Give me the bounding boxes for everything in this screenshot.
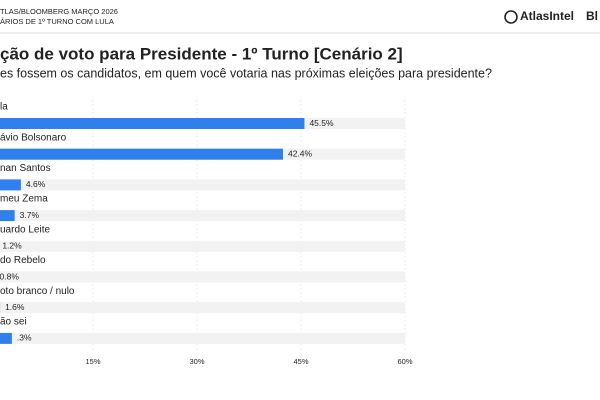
value-label: 1.6% xyxy=(5,302,25,312)
brand: AtlasIntel xyxy=(520,9,574,23)
source: TLAS/BLOOMBERG MARÇO 2026 xyxy=(0,7,118,16)
bar xyxy=(0,118,305,129)
x-tick-label: 30% xyxy=(189,357,204,366)
bar-track xyxy=(0,332,405,344)
bar-track xyxy=(0,271,405,283)
value-label: 3.7% xyxy=(20,210,40,220)
value-label: 1.2% xyxy=(2,241,22,251)
value-label: 45.5% xyxy=(309,118,334,128)
value-label: .3% xyxy=(17,333,32,343)
category-label: ávio Bolsonaro xyxy=(0,132,67,143)
bar xyxy=(0,332,12,344)
brand2: Bl xyxy=(586,9,598,23)
category-label: nan Santos xyxy=(0,163,51,174)
x-tick-label: 60% xyxy=(397,357,412,366)
value-label: 42.4% xyxy=(288,148,313,158)
logo-icon xyxy=(504,10,518,24)
category-label: meu Zema xyxy=(0,194,48,205)
chart-subtitle: es fossem os candidatos, em quem você vo… xyxy=(0,66,492,80)
category-label: do Rebelo xyxy=(0,255,46,266)
category-label: la xyxy=(0,102,8,113)
scenario: ÁRIOS DE 1º TURNO COM LULA xyxy=(0,17,114,26)
bar xyxy=(0,179,21,191)
x-tick-label: 45% xyxy=(293,357,308,366)
category-label: oto branco / nulo xyxy=(0,286,75,297)
x-tick-label: 15% xyxy=(85,357,100,366)
bar-track xyxy=(0,240,405,252)
bar-track xyxy=(0,302,405,314)
bar xyxy=(0,148,283,160)
bar-track xyxy=(0,210,405,222)
category-label: ão sei xyxy=(0,317,27,328)
category-label: uardo Leite xyxy=(0,224,50,235)
bar-track xyxy=(0,179,405,191)
bar xyxy=(0,210,15,222)
chart-title: ção de voto para Presidente - 1º Turno [… xyxy=(0,44,403,63)
value-label: 4.6% xyxy=(26,179,46,189)
value-label: 0.8% xyxy=(0,271,19,281)
